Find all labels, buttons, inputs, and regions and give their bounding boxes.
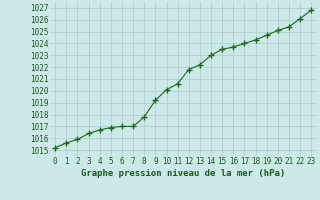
X-axis label: Graphe pression niveau de la mer (hPa): Graphe pression niveau de la mer (hPa) [81, 169, 285, 178]
